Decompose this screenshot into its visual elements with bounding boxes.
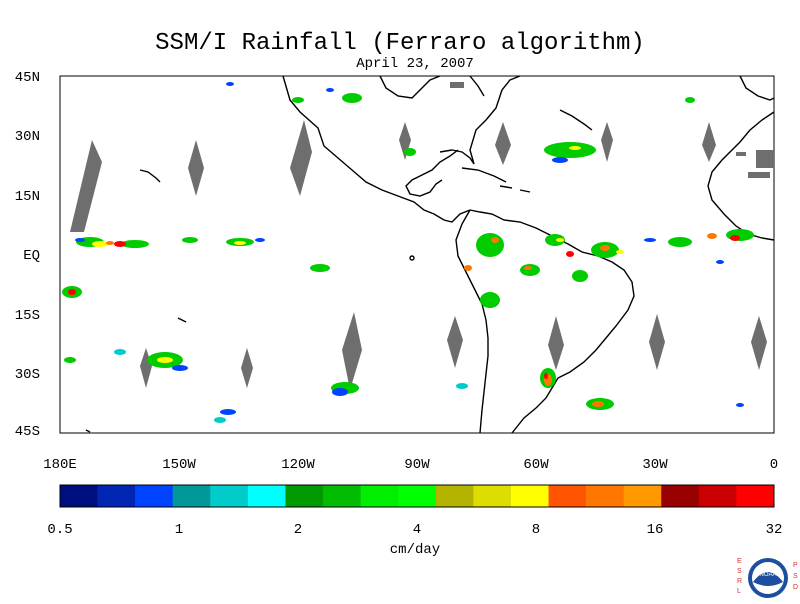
- colorbar-tick-label: 1: [174, 522, 184, 538]
- lat-label: 15N: [14, 189, 40, 205]
- logo-letter: S: [737, 568, 742, 575]
- lat-label: 15S: [14, 308, 40, 324]
- no-data-gaps: [70, 82, 774, 390]
- lon-label: 90W: [404, 457, 430, 473]
- colorbar-cell: [510, 485, 549, 507]
- logo-text: NOAA: [759, 572, 776, 578]
- rainfall-patches: [62, 82, 754, 423]
- logo-letter: D: [793, 584, 799, 591]
- colorbar-cell: [435, 485, 474, 507]
- lat-label: 45N: [14, 70, 40, 86]
- lat-label: 45S: [14, 424, 40, 440]
- colorbar-border: [59, 484, 775, 508]
- logo-letter: R: [737, 578, 743, 585]
- colorbar-tick-label: 32: [765, 522, 783, 538]
- logo-letter: E: [737, 558, 742, 565]
- lon-label: 120W: [281, 457, 315, 473]
- lon-label: 60W: [523, 457, 549, 473]
- colorbar-tick-label: 2: [293, 522, 303, 538]
- colorbar-cell: [398, 485, 437, 507]
- colorbar-cell: [247, 485, 286, 507]
- colorbar-cell: [586, 485, 624, 507]
- lon-label: 0: [769, 457, 779, 473]
- colorbar-cell: [323, 485, 361, 507]
- colorbar-tick-label: 4: [412, 522, 422, 538]
- lat-label: EQ: [23, 248, 40, 264]
- lat-label: 30N: [14, 129, 40, 145]
- map-date: April 23, 2007: [356, 56, 474, 72]
- colorbar-cell: [736, 485, 775, 507]
- colorbar-cell: [135, 485, 174, 507]
- noaa-logo: NOAA E S R L P S D: [736, 556, 800, 600]
- colorbar-cell: [97, 485, 136, 507]
- lat-label: 30S: [14, 367, 40, 383]
- colorbar-cell: [473, 485, 512, 507]
- colorbar-cell: [360, 485, 399, 507]
- colorbar-tick-label: 0.5: [47, 522, 73, 538]
- colorbar-cell: [698, 485, 737, 507]
- logo-letter: L: [737, 588, 741, 595]
- logo-letter: P: [793, 562, 798, 569]
- map-frame: [59, 75, 775, 434]
- lon-label: 180E: [43, 457, 77, 473]
- colorbar-cell: [661, 485, 700, 507]
- logo-letter: S: [793, 573, 798, 580]
- lon-label: 150W: [162, 457, 196, 473]
- colorbar-tick-label: 16: [646, 522, 664, 538]
- map-title: SSM/I Rainfall (Ferraro algorithm): [155, 30, 645, 57]
- colorbar-cell: [285, 485, 324, 507]
- lon-label: 30W: [642, 457, 668, 473]
- colorbar: [59, 484, 775, 508]
- colorbar-cell: [172, 485, 211, 507]
- colorbar-cell: [210, 485, 249, 507]
- coastlines: [85, 75, 775, 434]
- colorbar-cell: [623, 485, 662, 507]
- colorbar-tick-label: 8: [531, 522, 541, 538]
- colorbar-units: cm/day: [389, 542, 441, 558]
- colorbar-cell: [548, 485, 587, 507]
- colorbar-cell: [60, 485, 98, 507]
